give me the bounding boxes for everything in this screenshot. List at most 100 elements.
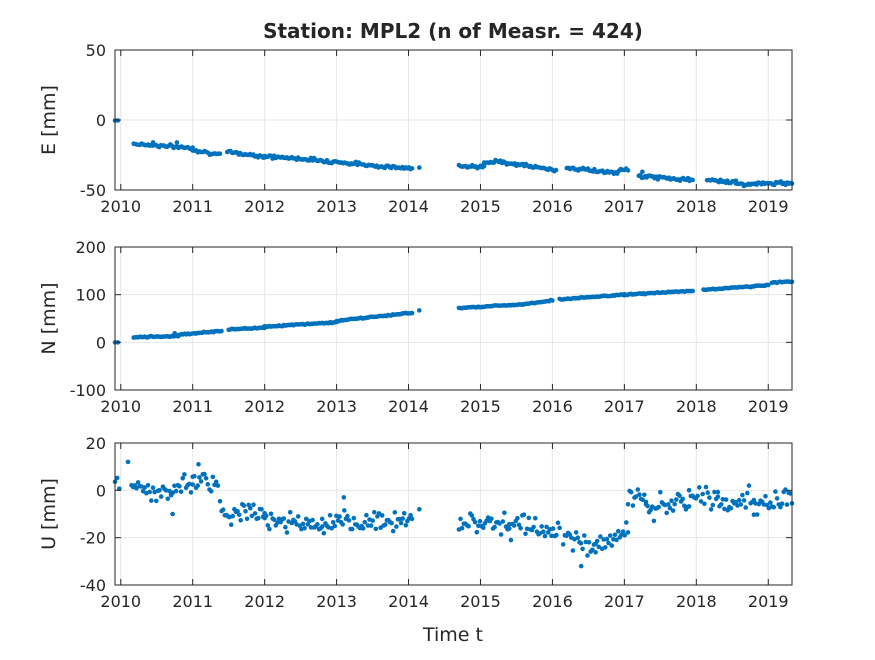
data-point xyxy=(593,550,598,555)
data-point xyxy=(315,522,320,527)
data-point xyxy=(628,489,634,495)
data-point xyxy=(664,510,669,516)
data-point xyxy=(609,543,615,548)
data-point xyxy=(697,485,702,490)
data-point xyxy=(373,526,379,532)
data-point xyxy=(417,308,422,313)
data-point xyxy=(267,526,272,532)
data-point xyxy=(715,489,721,495)
data-point xyxy=(578,541,584,546)
axes-box xyxy=(114,246,793,391)
data-point xyxy=(255,515,261,521)
data-point xyxy=(666,502,671,507)
data-point xyxy=(575,535,581,540)
data-point xyxy=(241,503,247,508)
x-tick-label: 2013 xyxy=(316,592,357,611)
data-point xyxy=(763,493,768,499)
data-point xyxy=(302,525,307,531)
series-n-markers xyxy=(112,279,795,345)
data-point xyxy=(541,529,546,534)
data-point xyxy=(708,507,714,512)
data-point xyxy=(360,526,366,531)
data-point xyxy=(539,524,544,529)
data-point xyxy=(228,522,234,527)
data-point xyxy=(598,534,603,539)
data-point xyxy=(555,520,561,526)
data-point xyxy=(515,515,520,521)
data-point xyxy=(756,501,762,507)
data-point xyxy=(332,523,338,529)
data-point xyxy=(472,519,478,525)
data-point xyxy=(417,165,422,170)
y-tick-label: 0 xyxy=(96,481,106,500)
data-point xyxy=(125,459,131,465)
x-tick-label: 2010 xyxy=(100,592,141,611)
data-point xyxy=(252,511,258,516)
data-point xyxy=(268,511,274,517)
data-point xyxy=(154,498,159,504)
data-point xyxy=(498,532,504,537)
data-point xyxy=(604,536,610,542)
data-point xyxy=(728,506,734,511)
data-point xyxy=(368,523,374,528)
data-point xyxy=(409,516,415,522)
series-u-markers xyxy=(112,459,795,569)
data-point xyxy=(283,524,288,530)
data-point xyxy=(507,521,512,527)
data-point xyxy=(351,515,357,521)
data-point xyxy=(295,514,301,519)
data-point xyxy=(607,533,613,538)
figure-title: Station: MPL2 (n of Measr. = 424) xyxy=(263,19,643,43)
data-point xyxy=(372,509,377,515)
data-point xyxy=(672,501,677,507)
data-point xyxy=(586,540,592,545)
y-axis-label: N [mm] xyxy=(38,282,60,354)
data-point xyxy=(235,508,240,514)
data-point xyxy=(533,515,538,521)
data-point xyxy=(150,485,156,491)
data-point xyxy=(215,483,221,488)
x-tick-label: 2011 xyxy=(172,197,213,216)
data-point xyxy=(738,502,744,507)
data-point xyxy=(349,526,355,532)
data-point xyxy=(208,489,214,494)
data-point xyxy=(319,516,325,522)
y-tick-label: 100 xyxy=(75,286,106,305)
data-point xyxy=(718,502,724,507)
data-point xyxy=(497,521,502,526)
data-point xyxy=(560,542,566,547)
data-point xyxy=(308,525,314,530)
data-point xyxy=(341,495,347,500)
data-point xyxy=(625,530,631,535)
data-point xyxy=(178,489,184,495)
x-tick-label: 2019 xyxy=(748,197,789,216)
data-point xyxy=(751,512,757,517)
data-point xyxy=(521,512,527,517)
data-point xyxy=(149,498,154,503)
data-point xyxy=(390,528,396,534)
x-tick-label: 2018 xyxy=(676,592,717,611)
data-point xyxy=(196,462,201,467)
axes-north: 2010 2011 2012 2013 2014 2015 2016 2017 2018 2019… xyxy=(38,238,795,416)
x-tick-label: 2017 xyxy=(604,592,645,611)
y-tick-label: 20 xyxy=(86,434,106,453)
data-point xyxy=(198,479,204,484)
data-point xyxy=(492,524,497,530)
data-point xyxy=(342,508,347,513)
data-point xyxy=(553,167,559,173)
data-point xyxy=(557,525,562,531)
y-tick-label: 200 xyxy=(75,238,106,257)
y-tick-label: -20 xyxy=(80,529,106,548)
data-point xyxy=(669,498,674,504)
data-point xyxy=(712,489,717,495)
data-point xyxy=(550,298,555,303)
data-point xyxy=(590,547,595,553)
x-tick-label: 2019 xyxy=(748,397,789,416)
y-tick-label: -50 xyxy=(80,181,106,200)
y-tick-label: -40 xyxy=(80,576,106,595)
data-point xyxy=(346,518,352,523)
data-point xyxy=(173,488,179,494)
data-point xyxy=(271,517,277,522)
x-tick-label: 2016 xyxy=(532,592,573,611)
data-point xyxy=(715,494,721,500)
